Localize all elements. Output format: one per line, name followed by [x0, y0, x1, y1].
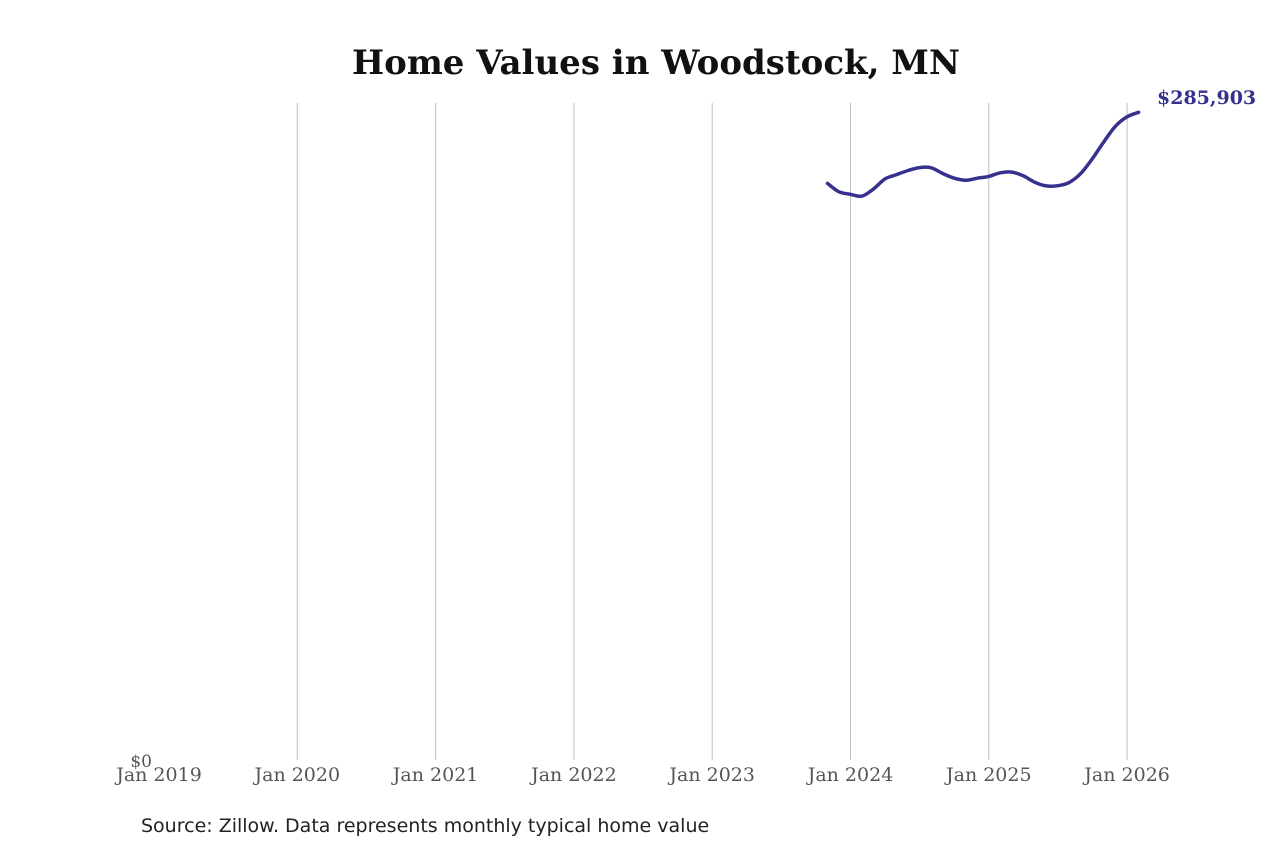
gridlines [296, 103, 1128, 760]
x-tick-label-3: Jan 2022 [529, 764, 617, 786]
x-tick-label-2: Jan 2021 [391, 764, 479, 786]
x-tick-label-7: Jan 2026 [1082, 764, 1170, 786]
x-tick-label-0: Jan 2019 [114, 764, 202, 786]
x-tick-label-5: Jan 2024 [806, 764, 894, 786]
end-value-label: $285,903 [1157, 87, 1256, 109]
x-tick-label-1: Jan 2020 [253, 764, 341, 786]
x-tick-label-6: Jan 2025 [944, 764, 1032, 786]
y-tick-label-0: $0 [130, 752, 152, 772]
x-axis-ticks: Jan 2019 Jan 2020 Jan 2021 Jan 2022 Jan 2023… [114, 764, 1170, 786]
source-note: Source: Zillow. Data represents monthly … [141, 815, 710, 837]
chart-title: Home Values in Woodstock, MN [352, 43, 960, 83]
x-tick-label-4: Jan 2023 [667, 764, 755, 786]
series-line [825, 110, 1141, 199]
